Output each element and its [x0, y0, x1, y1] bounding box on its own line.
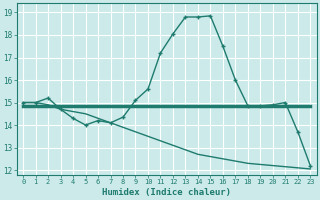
X-axis label: Humidex (Indice chaleur): Humidex (Indice chaleur) [102, 188, 231, 197]
